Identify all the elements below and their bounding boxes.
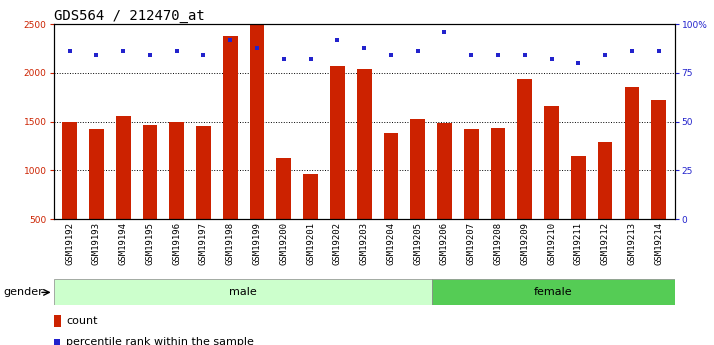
Bar: [62, 121, 77, 268]
Bar: [411, 119, 425, 268]
Point: [64, 49, 75, 54]
Point: [653, 49, 664, 54]
Point: [171, 49, 182, 54]
Bar: [437, 122, 452, 268]
Text: GSM19195: GSM19195: [146, 222, 154, 265]
Point: [144, 52, 156, 58]
Text: GSM19212: GSM19212: [600, 222, 610, 265]
Text: GSM19203: GSM19203: [360, 222, 368, 265]
Text: GSM19214: GSM19214: [654, 222, 663, 265]
Text: GSM19198: GSM19198: [226, 222, 235, 265]
Point: [51, 339, 63, 345]
Text: GSM19207: GSM19207: [467, 222, 476, 265]
Point: [573, 60, 584, 66]
Text: GSM19199: GSM19199: [253, 222, 261, 265]
Text: GSM19208: GSM19208: [493, 222, 503, 265]
Text: percentile rank within the sample: percentile rank within the sample: [66, 337, 254, 345]
Point: [331, 37, 343, 42]
Bar: [116, 116, 131, 268]
Text: GSM19206: GSM19206: [440, 222, 449, 265]
Text: female: female: [534, 287, 573, 297]
Bar: [223, 36, 238, 268]
Point: [251, 45, 263, 50]
Text: GSM19200: GSM19200: [279, 222, 288, 265]
Bar: [464, 129, 478, 268]
Text: GSM19205: GSM19205: [413, 222, 422, 265]
Text: GSM19196: GSM19196: [172, 222, 181, 265]
Point: [117, 49, 129, 54]
Point: [600, 52, 611, 58]
Text: GSM19213: GSM19213: [628, 222, 636, 265]
Bar: [143, 125, 157, 268]
Text: GSM19210: GSM19210: [547, 222, 556, 265]
Bar: [54, 279, 432, 305]
Point: [386, 52, 397, 58]
Bar: [432, 279, 675, 305]
Bar: [276, 158, 291, 268]
Text: GSM19204: GSM19204: [386, 222, 396, 265]
Bar: [571, 156, 585, 268]
Bar: [491, 128, 506, 268]
Text: GSM19202: GSM19202: [333, 222, 342, 265]
Bar: [383, 133, 398, 268]
Text: male: male: [228, 287, 256, 297]
Bar: [196, 126, 211, 268]
Text: GSM19192: GSM19192: [65, 222, 74, 265]
Bar: [518, 79, 532, 268]
Text: GSM19211: GSM19211: [574, 222, 583, 265]
Text: GSM19193: GSM19193: [92, 222, 101, 265]
Text: count: count: [66, 316, 98, 326]
Text: GSM19197: GSM19197: [199, 222, 208, 265]
Text: GSM19194: GSM19194: [119, 222, 128, 265]
Point: [412, 49, 423, 54]
Bar: [330, 66, 345, 268]
Point: [466, 52, 477, 58]
Text: gender: gender: [4, 287, 44, 297]
Bar: [651, 100, 666, 268]
Bar: [54, 315, 61, 327]
Point: [493, 52, 504, 58]
Bar: [250, 25, 264, 268]
Point: [198, 52, 209, 58]
Point: [626, 49, 638, 54]
Point: [91, 52, 102, 58]
Point: [519, 52, 531, 58]
Point: [224, 37, 236, 42]
Text: GDS564 / 212470_at: GDS564 / 212470_at: [54, 9, 204, 23]
Point: [358, 45, 370, 50]
Bar: [303, 174, 318, 268]
Bar: [544, 106, 559, 268]
Point: [438, 29, 450, 35]
Point: [305, 57, 316, 62]
Bar: [598, 142, 613, 268]
Point: [545, 57, 557, 62]
Text: GSM19201: GSM19201: [306, 222, 315, 265]
Point: [278, 57, 290, 62]
Bar: [625, 87, 639, 268]
Bar: [89, 129, 104, 268]
Bar: [169, 121, 184, 268]
Text: GSM19209: GSM19209: [521, 222, 529, 265]
Bar: [357, 69, 371, 268]
